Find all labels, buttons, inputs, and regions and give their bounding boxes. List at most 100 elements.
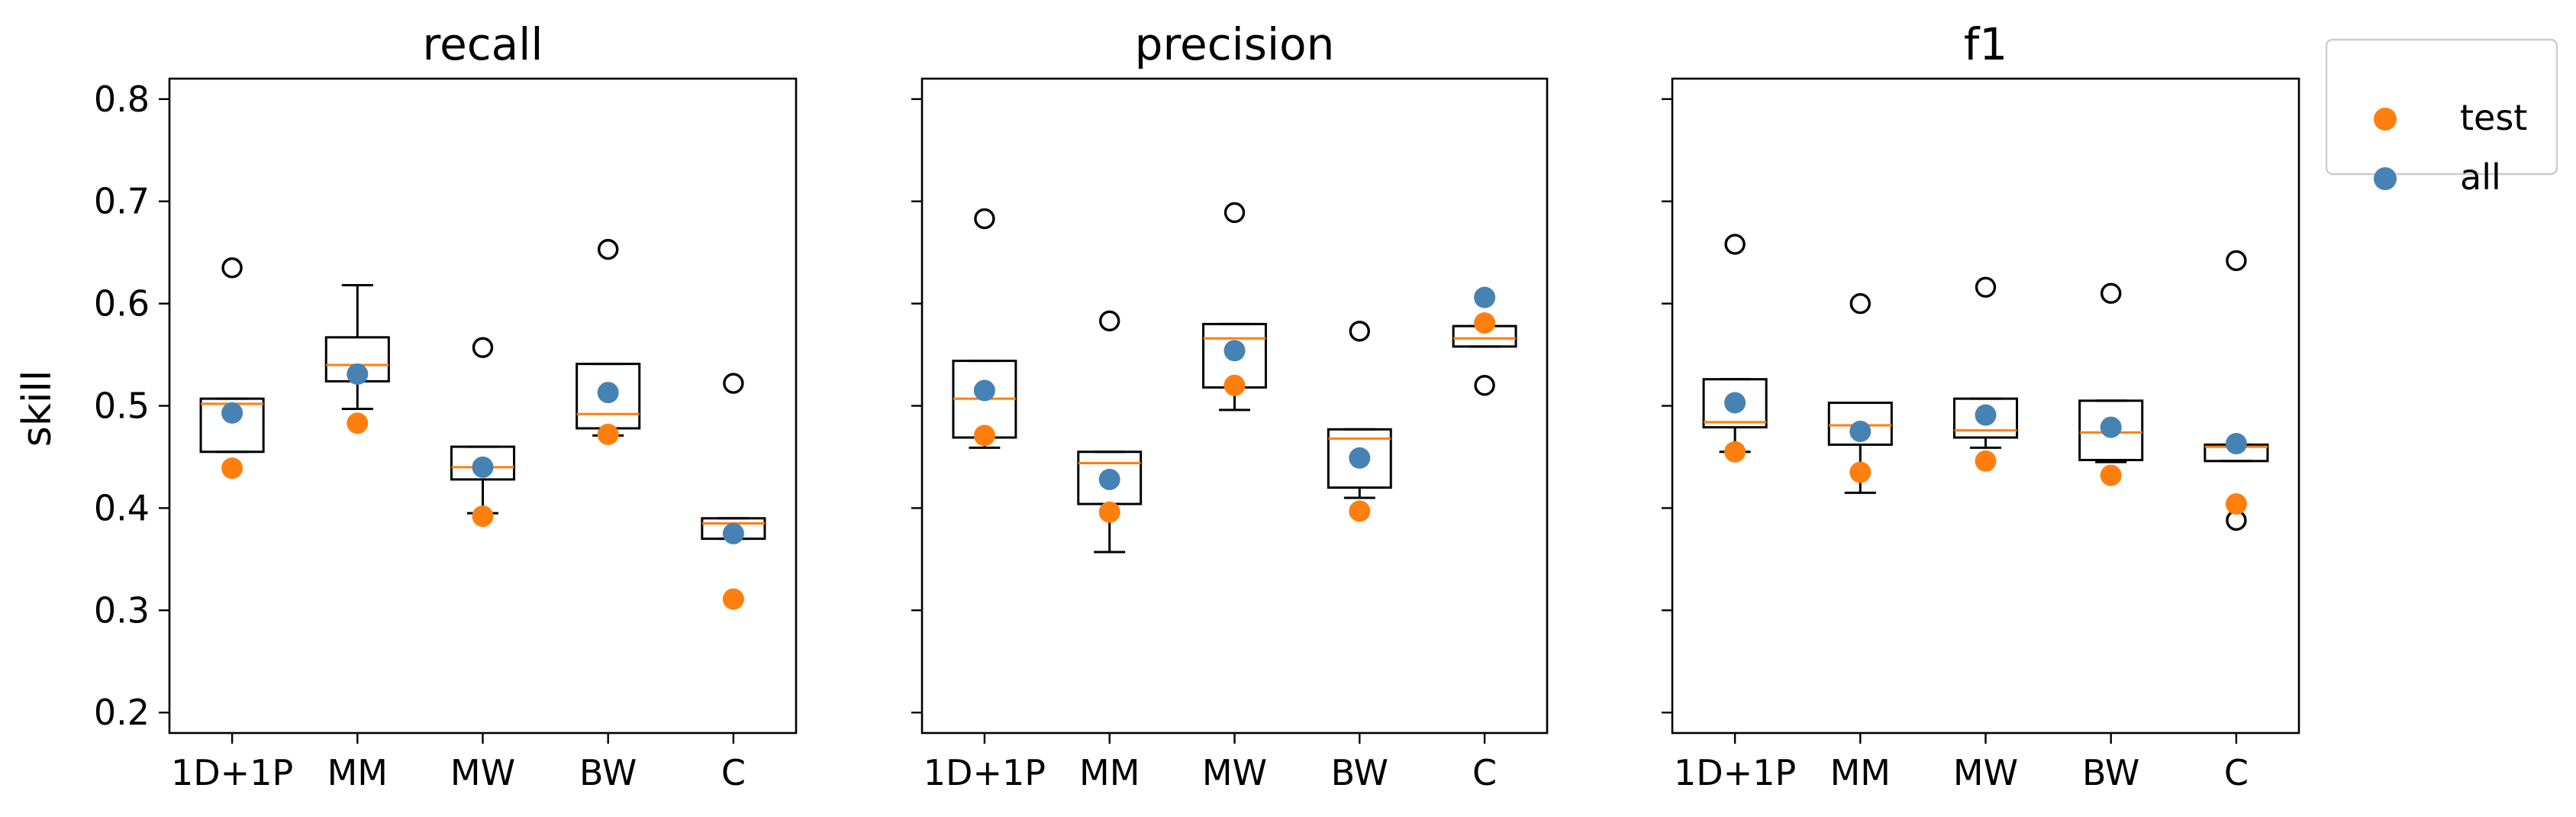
all-point	[1224, 340, 1246, 362]
box-BW	[1327, 321, 1392, 522]
all-point	[1724, 392, 1746, 414]
box-MW	[1202, 202, 1267, 412]
x-tick-label: C	[1472, 752, 1497, 793]
box-C	[701, 373, 766, 610]
test-point	[221, 457, 243, 480]
box-body	[1702, 378, 1768, 429]
all-point	[2100, 416, 2122, 438]
box-1D+1P	[952, 208, 1017, 449]
x-tick-label: 1D+1P	[1674, 752, 1796, 793]
all-point	[1349, 447, 1371, 469]
box-MW	[450, 337, 516, 528]
x-tick-label: 1D+1P	[924, 752, 1046, 793]
flier-point	[974, 208, 995, 230]
flier-point	[1724, 234, 1746, 255]
x-tick-label: MM	[327, 752, 388, 793]
flier-point	[1975, 276, 1997, 298]
flier-point	[1349, 321, 1371, 342]
test-point	[722, 588, 744, 610]
panel-title: recall	[423, 18, 543, 70]
all-point	[1098, 468, 1120, 490]
all-point	[221, 402, 243, 424]
box-BW	[575, 238, 641, 445]
y-tick-label: 0.4	[94, 487, 150, 528]
x-tick-label: MM	[1830, 752, 1891, 793]
box-C	[2204, 250, 2269, 531]
panel-recall: recall 0.2 0.3 0.4 0.5 0.6 0.7 0.8 1D+1P MM MW BW C	[94, 18, 798, 793]
legend-frame	[2325, 38, 2558, 176]
test-point	[1849, 461, 1872, 483]
all-point	[1849, 420, 1872, 442]
box-BW	[2078, 283, 2144, 486]
test-point	[347, 412, 369, 434]
all-point	[597, 382, 619, 404]
panel-title: f1	[1964, 18, 2007, 70]
test-point	[1975, 450, 1997, 472]
flier-point	[1474, 375, 1495, 396]
box-1D+1P	[1702, 234, 1768, 463]
flier-point	[2100, 283, 2122, 304]
panel-title: precision	[1135, 18, 1335, 70]
box-body	[450, 445, 516, 481]
x-tick-label: BW	[1331, 752, 1388, 793]
test-point	[1224, 374, 1246, 396]
test-point	[973, 425, 995, 447]
x-tick-label: C	[2224, 752, 2249, 793]
x-tick-label: BW	[579, 752, 637, 793]
box-MM	[324, 283, 390, 434]
panel-precision: precision 1D+1P MM MW BW C	[911, 18, 1549, 793]
test-point	[2225, 493, 2247, 515]
x-tick-label: MW	[1202, 752, 1267, 793]
flier-point	[598, 238, 619, 260]
x-tick-label: MW	[450, 752, 515, 793]
box-body	[1327, 428, 1392, 489]
x-tick-label: MM	[1079, 752, 1140, 793]
axes-frame	[168, 77, 798, 735]
flier-point	[1098, 310, 1120, 332]
box-MM	[1827, 292, 1893, 494]
test-point	[597, 423, 619, 445]
legend-label-all: all	[2460, 157, 2501, 198]
all-point	[973, 379, 995, 402]
flier-point	[221, 257, 243, 279]
y-tick-label: 0.2	[94, 692, 150, 733]
all-point	[722, 522, 744, 544]
flier-point	[1224, 202, 1246, 224]
legend-label-test: test	[2460, 97, 2527, 138]
y-tick-label: 0.8	[94, 79, 150, 120]
legend-marker-all	[2374, 167, 2397, 190]
x-tick-label: BW	[2082, 752, 2139, 793]
all-point	[347, 363, 369, 385]
test-point	[1349, 500, 1371, 522]
y-tick-label: 0.6	[94, 283, 150, 325]
box-MM	[1077, 310, 1143, 554]
test-point	[1724, 441, 1746, 463]
test-point	[472, 505, 494, 528]
all-point	[472, 456, 494, 478]
test-point	[2100, 464, 2122, 486]
x-tick-label: C	[721, 752, 746, 793]
axes-frame	[1671, 77, 2300, 735]
test-point	[1474, 312, 1496, 334]
test-point	[1098, 501, 1120, 523]
panel-f1: f1 1D+1P MM MW BW C	[1662, 18, 2300, 793]
flier-point	[472, 337, 494, 358]
flier-point	[2226, 250, 2247, 272]
legend-marker-test	[2374, 108, 2397, 131]
legend: test all	[2325, 38, 2558, 198]
y-tick-label: 0.5	[94, 386, 150, 427]
axes-frame	[920, 77, 1549, 735]
box-C	[1452, 286, 1517, 396]
box-body	[2078, 399, 2144, 461]
box-body	[199, 397, 265, 454]
box-body	[1952, 397, 2019, 439]
box-1D+1P	[199, 257, 265, 480]
panels: recall 0.2 0.3 0.4 0.5 0.6 0.7 0.8 1D+1P MM MW BW Cp…	[94, 18, 2300, 793]
flier-point	[723, 373, 744, 394]
y-tick-label: 0.7	[94, 181, 150, 222]
flier-point	[1849, 292, 1872, 315]
box-MW	[1952, 276, 2019, 472]
x-tick-label: MW	[1953, 752, 2018, 793]
all-point	[2225, 433, 2247, 455]
